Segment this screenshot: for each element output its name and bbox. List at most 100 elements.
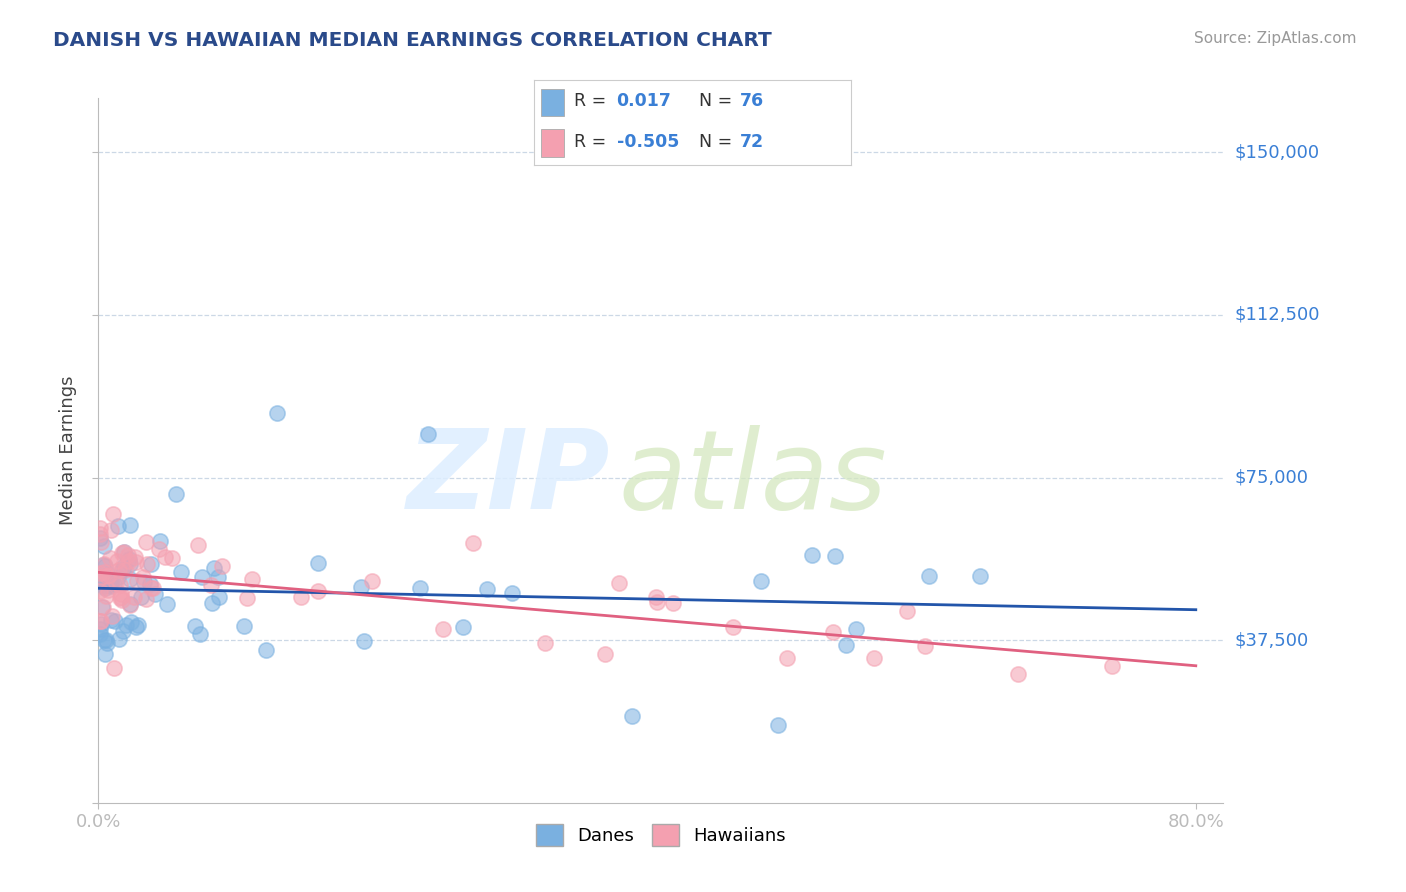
Point xyxy=(93,540,115,554)
Point xyxy=(96,636,118,650)
Point xyxy=(125,555,148,569)
Point xyxy=(160,551,183,566)
Point xyxy=(98,576,121,591)
Point xyxy=(120,598,142,612)
Point xyxy=(207,591,229,605)
Point xyxy=(534,635,557,649)
Point xyxy=(90,616,112,631)
Point xyxy=(607,575,630,590)
Point xyxy=(100,523,122,537)
Point xyxy=(89,526,111,541)
Point xyxy=(89,521,111,535)
Point xyxy=(93,633,115,648)
Text: $37,500: $37,500 xyxy=(1234,632,1309,649)
Point xyxy=(90,535,112,549)
Point xyxy=(432,622,454,636)
Text: R =: R = xyxy=(574,133,612,151)
Point xyxy=(969,568,991,582)
Point xyxy=(645,595,668,609)
Point xyxy=(107,570,129,584)
Point xyxy=(187,538,209,552)
Point xyxy=(89,627,111,641)
Point xyxy=(110,587,132,601)
Point xyxy=(110,590,132,604)
Text: atlas: atlas xyxy=(619,425,887,533)
Point xyxy=(98,578,121,592)
Point xyxy=(350,580,373,594)
Legend: Danes, Hawaiians: Danes, Hawaiians xyxy=(529,817,793,854)
Text: -0.505: -0.505 xyxy=(616,133,679,151)
Point xyxy=(117,548,139,562)
Point xyxy=(118,552,141,566)
Point xyxy=(129,591,152,605)
Point xyxy=(914,640,936,654)
Point xyxy=(91,558,114,572)
Point xyxy=(156,598,179,612)
Point xyxy=(112,558,135,573)
Point xyxy=(101,609,124,624)
Point xyxy=(232,619,254,633)
Point xyxy=(361,574,384,588)
Point xyxy=(111,593,134,607)
Point xyxy=(256,643,278,657)
Point xyxy=(835,639,858,653)
Y-axis label: Median Earnings: Median Earnings xyxy=(59,376,77,525)
Point xyxy=(200,578,222,592)
Point xyxy=(475,582,498,596)
Text: N =: N = xyxy=(699,133,738,151)
Point xyxy=(127,574,149,588)
Point xyxy=(94,581,117,595)
Point xyxy=(170,565,193,579)
Point xyxy=(94,558,117,573)
Point xyxy=(103,577,125,591)
Point xyxy=(97,567,120,582)
Point xyxy=(1101,659,1123,673)
Point xyxy=(112,624,135,638)
Text: 0.017: 0.017 xyxy=(616,93,672,111)
Point xyxy=(100,574,122,589)
Point xyxy=(89,531,111,545)
Point xyxy=(91,599,114,614)
Point xyxy=(93,565,115,579)
Point xyxy=(97,582,120,597)
Point xyxy=(114,563,136,577)
Text: ZIP: ZIP xyxy=(406,425,610,533)
Point xyxy=(149,534,172,549)
Point xyxy=(89,614,111,628)
Point xyxy=(89,622,111,636)
Text: R =: R = xyxy=(574,93,612,111)
Point xyxy=(800,548,823,562)
Point xyxy=(139,581,162,595)
Point xyxy=(100,613,122,627)
Text: $112,500: $112,500 xyxy=(1234,306,1320,324)
Point xyxy=(118,553,141,567)
Point xyxy=(107,519,129,533)
Text: N =: N = xyxy=(699,93,738,111)
Point xyxy=(118,573,141,587)
Point xyxy=(153,550,176,565)
Point xyxy=(645,590,668,604)
Point xyxy=(111,546,134,560)
Point xyxy=(124,550,146,565)
Point xyxy=(108,632,131,646)
Point xyxy=(183,619,205,633)
Point xyxy=(100,579,122,593)
Point xyxy=(1007,667,1029,681)
Point xyxy=(148,541,170,556)
Point xyxy=(461,536,484,550)
Point xyxy=(101,507,124,521)
Point xyxy=(918,568,941,582)
Point xyxy=(135,558,157,572)
Text: 72: 72 xyxy=(740,133,763,151)
Point xyxy=(124,620,146,634)
Point xyxy=(165,487,187,501)
Point xyxy=(235,591,257,606)
Point xyxy=(207,570,229,584)
Point xyxy=(821,625,844,640)
Point xyxy=(266,405,288,419)
Point xyxy=(91,600,114,615)
Point xyxy=(103,614,125,628)
Text: DANISH VS HAWAIIAN MEDIAN EARNINGS CORRELATION CHART: DANISH VS HAWAIIAN MEDIAN EARNINGS CORRE… xyxy=(53,31,772,50)
Point xyxy=(749,574,772,589)
Point xyxy=(93,557,115,571)
